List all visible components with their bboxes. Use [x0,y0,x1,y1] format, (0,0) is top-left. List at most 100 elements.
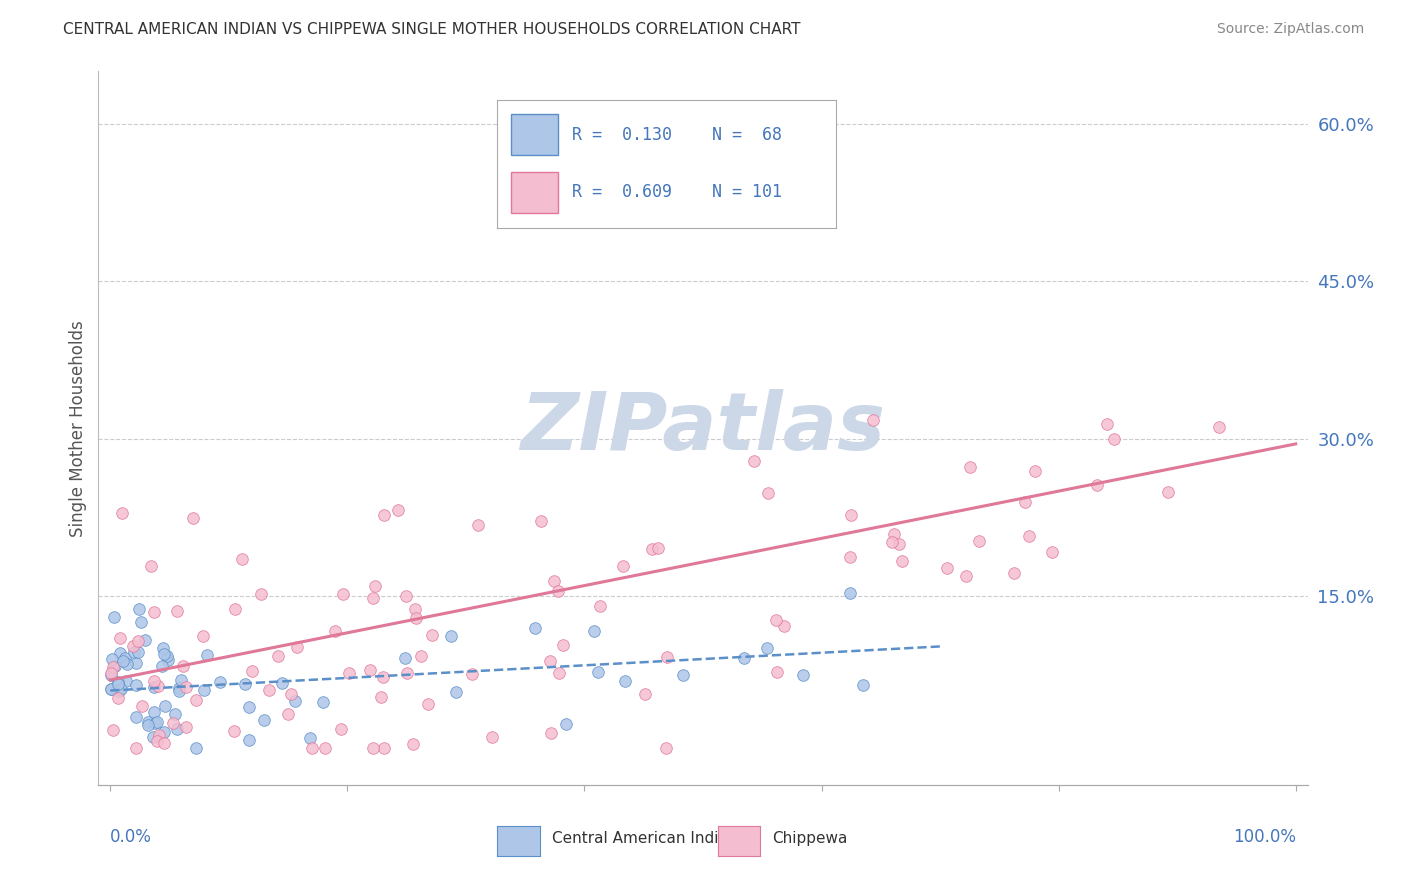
Point [641,541,664,556]
Point [394,651,416,665]
Point [935,561,957,575]
Point [156,648,179,663]
Point [755,640,778,655]
Point [733,651,755,665]
Point [101,723,124,737]
Point [373,508,395,523]
Point [530,514,553,528]
Point [363,741,385,756]
Point [655,741,678,756]
Point [134,632,156,647]
Point [325,624,347,638]
Point [1085,477,1108,491]
Point [209,675,232,690]
Point [153,736,176,750]
Point [124,645,146,659]
Point [756,485,779,500]
Text: Central American Indians: Central American Indians [551,831,745,846]
Point [1095,417,1118,431]
Point [111,506,134,520]
Text: ZIPatlas: ZIPatlas [520,389,886,467]
Point [170,673,193,687]
Point [131,699,153,714]
Point [115,657,138,672]
Point [176,721,198,735]
Point [139,559,162,574]
Point [839,508,862,522]
Text: Source: ZipAtlas.com: Source: ZipAtlas.com [1216,22,1364,37]
Point [314,741,336,756]
Point [883,527,905,541]
Point [108,632,131,646]
Point [543,574,565,588]
Point [298,731,321,745]
Point [127,645,149,659]
Point [267,649,290,664]
Point [148,728,170,742]
Point [959,459,981,474]
Point [1040,545,1063,559]
Point [101,652,124,666]
Point [418,697,440,711]
Point [193,630,215,644]
Point [744,454,766,468]
Point [1014,495,1036,509]
Point [852,678,875,692]
Point [184,741,207,756]
Point [444,684,467,698]
Point [128,602,150,616]
Point [862,412,884,426]
Point [136,718,159,732]
Point [284,694,307,708]
Point [613,673,636,688]
Point [142,730,165,744]
Point [114,651,136,665]
Text: Chippewa: Chippewa [772,831,848,846]
Point [440,629,463,643]
Point [395,590,418,604]
Point [181,511,204,525]
Point [125,656,148,670]
Point [1157,485,1180,500]
Point [420,628,443,642]
Point [174,680,197,694]
Point [107,683,129,698]
Point [100,681,122,696]
Point [404,602,426,616]
Point [167,681,190,695]
Point [136,715,159,730]
Point [387,502,409,516]
Point [242,664,264,678]
Point [167,684,190,698]
Point [538,654,561,668]
Point [311,695,333,709]
Point [127,634,149,648]
Point [330,722,353,736]
Point [153,647,176,661]
Point [548,666,571,681]
Point [172,659,194,673]
Point [152,725,174,739]
Point [332,587,354,601]
Point [583,624,606,638]
Point [115,673,138,688]
Point [373,670,395,684]
Point [481,730,503,744]
Point [882,534,904,549]
Point [100,667,122,681]
Point [655,650,678,665]
Point [540,726,562,740]
Text: CENTRAL AMERICAN INDIAN VS CHIPPEWA SINGLE MOTHER HOUSEHOLDS CORRELATION CHART: CENTRAL AMERICAN INDIAN VS CHIPPEWA SING… [63,22,801,37]
Point [402,737,425,751]
Point [792,668,814,682]
Point [467,518,489,533]
Point [100,681,122,696]
Point [122,639,145,653]
Point [231,552,253,566]
Point [156,652,179,666]
Point [222,723,245,738]
Point [285,640,308,654]
Point [461,667,484,681]
Point [146,734,169,748]
Point [359,663,381,677]
